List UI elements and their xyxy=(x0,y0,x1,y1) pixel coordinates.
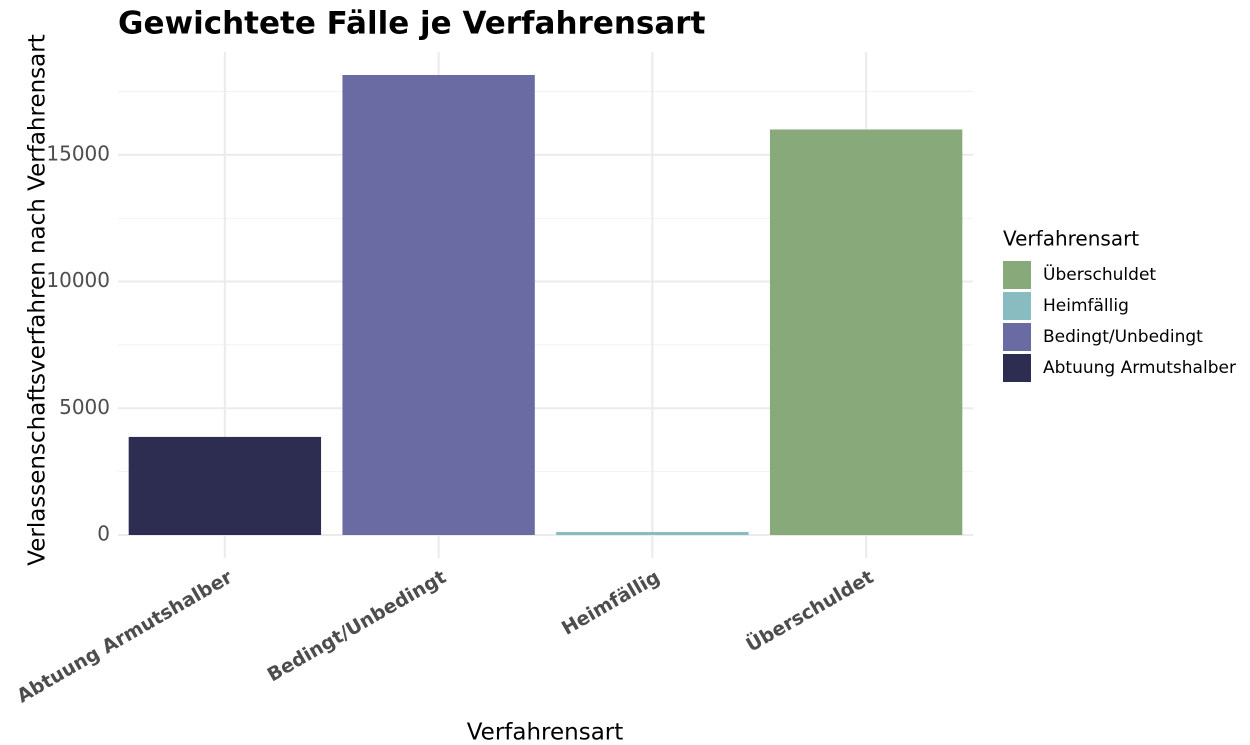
x-tick-label: Abtuung Armutshalber xyxy=(13,566,236,708)
legend-label: Überschuldet xyxy=(1043,263,1156,285)
legend-label: Bedingt/Unbedingt xyxy=(1043,327,1203,347)
legend-label: Heimfällig xyxy=(1043,296,1129,316)
legend-key xyxy=(1003,292,1031,320)
x-axis-label: Verfahrensart xyxy=(467,720,624,745)
bar xyxy=(769,129,963,535)
legend-key xyxy=(1003,354,1031,382)
legend-title: Verfahrensart xyxy=(1003,227,1139,251)
y-tick-label: 15000 xyxy=(46,141,110,165)
chart-title: Gewichtete Fälle je Verfahrensart xyxy=(118,6,706,42)
legend-key xyxy=(1003,261,1031,289)
y-tick-label: 5000 xyxy=(59,395,110,419)
legend-label: Abtuung Armutshalber xyxy=(1043,358,1236,378)
bar xyxy=(342,75,535,535)
y-tick-label: 10000 xyxy=(46,268,110,292)
x-tick-label: Heimfällig xyxy=(558,566,664,640)
x-tick-label: Bedingt/Unbedingt xyxy=(264,566,450,686)
y-axis-label: Verlassenschaftsverfahren nach Verfahren… xyxy=(25,34,51,565)
x-tick-label: Überschuldet xyxy=(742,564,878,656)
y-tick-label: 0 xyxy=(97,522,110,546)
bar xyxy=(556,531,749,535)
bar xyxy=(128,436,322,535)
legend-key xyxy=(1003,323,1031,351)
